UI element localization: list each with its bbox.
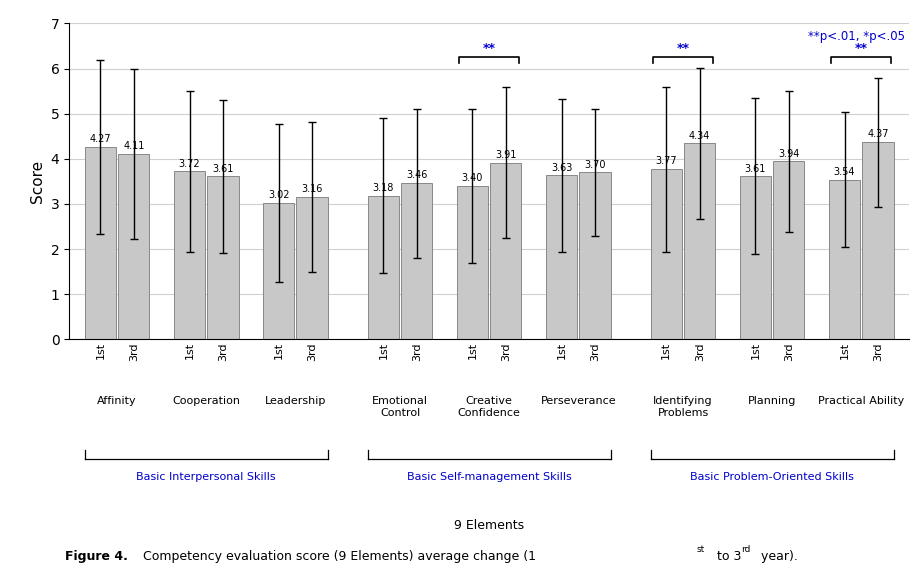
Text: 3.16: 3.16 (302, 184, 323, 194)
Bar (263, 203, 294, 339)
Bar (684, 143, 715, 339)
Text: 3.02: 3.02 (268, 190, 290, 200)
Bar (490, 163, 521, 339)
Text: Competency evaluation score (9 Elements) average change (1: Competency evaluation score (9 Elements)… (143, 550, 536, 563)
Bar (118, 154, 150, 339)
Text: 3.61: 3.61 (745, 164, 766, 174)
Bar (85, 147, 116, 339)
Bar (174, 171, 205, 339)
Text: **: ** (483, 42, 496, 55)
Text: Practical Ability: Practical Ability (818, 396, 905, 406)
Text: Basic Interpersonal Skills: Basic Interpersonal Skills (137, 472, 276, 482)
Bar (580, 173, 611, 339)
Bar (296, 197, 328, 339)
Text: 3.77: 3.77 (655, 156, 677, 167)
Text: 3.54: 3.54 (833, 167, 856, 177)
Text: Leadership: Leadership (265, 396, 326, 406)
Text: Identifying
Problems: Identifying Problems (653, 396, 713, 418)
Text: 9 Elements: 9 Elements (454, 519, 524, 532)
Text: to 3: to 3 (713, 550, 742, 563)
Bar (862, 142, 893, 339)
Text: 3.91: 3.91 (496, 150, 517, 160)
Bar (740, 177, 771, 339)
Text: st: st (697, 545, 705, 554)
Text: 4.34: 4.34 (689, 130, 711, 141)
Text: 3.40: 3.40 (462, 173, 483, 183)
Bar (367, 196, 399, 339)
Text: 3.46: 3.46 (406, 170, 427, 180)
Bar (402, 183, 432, 339)
Text: 4.37: 4.37 (868, 129, 889, 139)
Text: Perseverance: Perseverance (541, 396, 617, 406)
Text: 3.70: 3.70 (584, 160, 605, 170)
Text: **: ** (855, 42, 868, 55)
Bar (829, 180, 860, 339)
Bar (773, 161, 805, 339)
Text: year).: year). (757, 550, 797, 563)
Bar (457, 186, 488, 339)
Text: **p<.01, *p<.05: **p<.01, *p<.05 (808, 30, 905, 43)
Text: Creative
Confidence: Creative Confidence (458, 396, 521, 418)
Text: Basic Self-management Skills: Basic Self-management Skills (407, 472, 571, 482)
Text: 3.94: 3.94 (778, 149, 799, 159)
Y-axis label: Score: Score (30, 160, 45, 203)
Text: Figure 4.: Figure 4. (65, 550, 127, 563)
Text: Emotional
Control: Emotional Control (372, 396, 428, 418)
Text: 4.27: 4.27 (90, 134, 112, 144)
Text: 3.61: 3.61 (212, 164, 234, 174)
Bar (546, 176, 577, 339)
Text: Planning: Planning (748, 396, 797, 406)
Text: rd: rd (741, 545, 750, 554)
Text: 3.63: 3.63 (551, 163, 572, 173)
Text: **: ** (677, 42, 689, 55)
Text: 4.11: 4.11 (123, 141, 145, 151)
Text: 3.72: 3.72 (179, 159, 200, 168)
Text: Affinity: Affinity (97, 396, 137, 406)
Text: 3.18: 3.18 (373, 183, 394, 193)
Text: Cooperation: Cooperation (173, 396, 240, 406)
Bar (208, 177, 238, 339)
Text: Basic Problem-Oriented Skills: Basic Problem-Oriented Skills (690, 472, 854, 482)
Bar (651, 169, 682, 339)
